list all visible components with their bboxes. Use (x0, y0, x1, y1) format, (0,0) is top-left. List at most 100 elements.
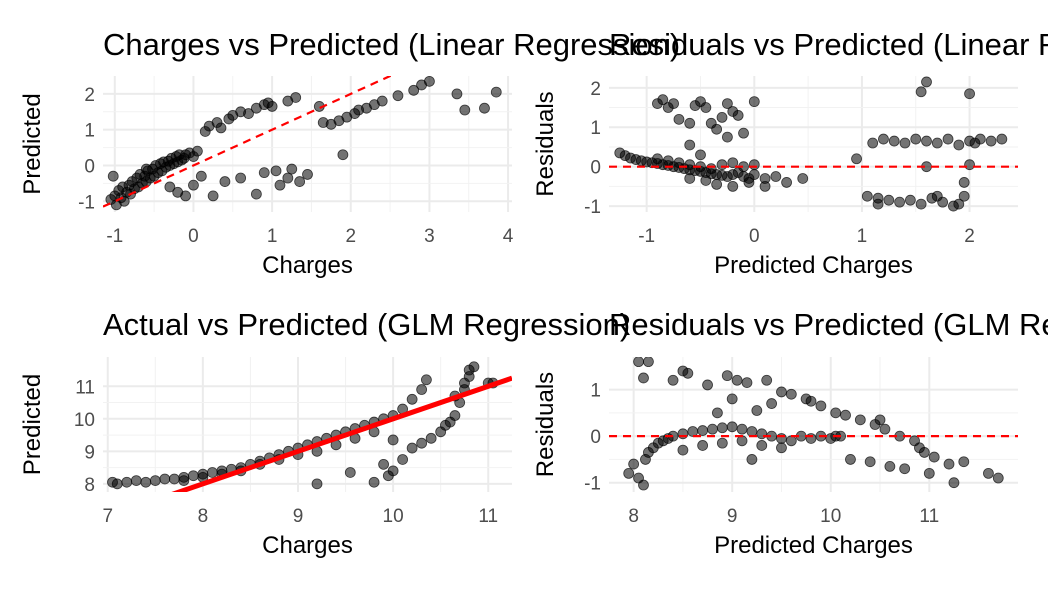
data-point (130, 475, 142, 487)
data-point (736, 435, 748, 447)
data-point (888, 135, 900, 147)
data-point (286, 163, 298, 175)
y-tick-label: 0 (590, 427, 601, 448)
data-point (107, 170, 119, 182)
reference-line (171, 375, 512, 492)
data-point (392, 90, 404, 102)
y-tick-label: 10 (74, 410, 95, 431)
data-point (673, 157, 685, 169)
data-point (206, 467, 218, 478)
data-point (964, 88, 975, 100)
data-point (953, 139, 965, 151)
data-point (159, 473, 171, 485)
data-point (684, 159, 696, 171)
data-points (623, 357, 1004, 491)
data-points (614, 76, 1008, 212)
y-tick-label: -1 (584, 197, 601, 218)
data-point (424, 76, 435, 87)
data-point (748, 159, 760, 171)
data-point (738, 127, 749, 139)
data-point (479, 102, 490, 114)
data-point (958, 456, 970, 468)
data-point (761, 374, 773, 386)
y-tick-label: -1 (584, 474, 601, 495)
data-point (716, 111, 728, 123)
data-point (874, 414, 886, 426)
data-point (854, 414, 866, 426)
x-tick-label: 9 (293, 506, 304, 527)
y-tick-label: 1 (84, 121, 95, 142)
data-point (180, 190, 191, 202)
data-point (766, 398, 778, 409)
data-point (883, 194, 895, 206)
data-point (416, 437, 428, 449)
data-point (397, 454, 409, 465)
x-tick-label: 0 (188, 226, 199, 247)
data-point (781, 177, 792, 188)
x-tick-label: 7 (102, 506, 113, 527)
x-tick-label: 3 (424, 226, 435, 247)
chart-title: Charges vs Predicted (Linear Regression) (103, 27, 680, 62)
x-tick-label: 1 (267, 226, 278, 247)
data-point (921, 76, 932, 88)
data-point (697, 440, 709, 451)
data-point (195, 170, 207, 182)
data-point (915, 198, 927, 210)
chart-panel-4: 8 9 10 11 -1 0 1 Predicted Charges Residuals (532, 357, 1018, 559)
data-point (378, 458, 389, 470)
data-point (983, 467, 994, 479)
x-tick-label: 1 (857, 226, 868, 247)
data-point (702, 379, 713, 391)
data-point (756, 440, 768, 451)
data-point (931, 190, 943, 202)
chart-panel-1: -1 0 1 2 3 4 -1 0 1 2 Charges Predicted (19, 76, 514, 279)
reference-line-group (103, 76, 393, 208)
data-point (368, 476, 380, 488)
data-point (721, 98, 733, 109)
data-point (425, 432, 437, 444)
x-tick-label: 9 (727, 506, 738, 527)
x-tick-label: 8 (628, 506, 639, 527)
data-point (633, 357, 644, 368)
data-point (149, 475, 161, 487)
data-point (716, 159, 728, 171)
data-point (677, 428, 689, 440)
data-point (726, 393, 738, 405)
data-point (942, 133, 954, 145)
y-axis-title: Residuals (532, 372, 559, 477)
data-point (716, 422, 728, 434)
data-point (840, 409, 851, 421)
data-point (711, 123, 723, 135)
data-point (736, 423, 748, 435)
data-point (861, 190, 873, 202)
data-point (387, 434, 399, 446)
data-point (716, 437, 728, 449)
chart-title: Residuals vs Predicted (GLM Regression) (609, 307, 1048, 342)
data-point (707, 423, 718, 435)
data-point (731, 374, 743, 386)
data-point (732, 110, 744, 121)
data-point (406, 442, 418, 454)
data-point (756, 428, 768, 440)
data-point (851, 153, 862, 165)
data-point (274, 179, 286, 191)
x-tick-label: 2 (345, 226, 356, 247)
data-point (705, 163, 717, 175)
data-point (996, 133, 1008, 145)
data-point (700, 175, 712, 186)
data-point (776, 442, 787, 454)
data-point (727, 180, 739, 192)
data-point (943, 458, 955, 470)
data-point (643, 357, 654, 368)
data-point (931, 137, 943, 149)
data-point (677, 444, 689, 456)
data-point (337, 149, 349, 161)
data-point (459, 377, 470, 389)
data-point (743, 177, 755, 188)
data-point (721, 131, 733, 143)
data-point (910, 133, 922, 145)
data-point (830, 407, 842, 419)
chart-title: Residuals vs Predicted (Linear Regressio… (609, 27, 1048, 62)
data-point (235, 172, 247, 184)
